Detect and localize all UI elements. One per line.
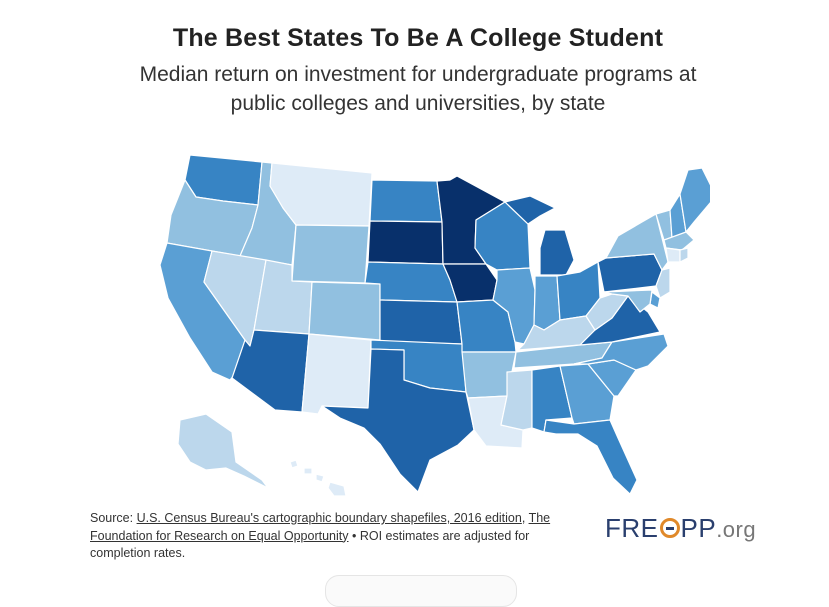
chart-title: The Best States To Be A College Student [172, 24, 664, 52]
logo-text-org: .org [716, 517, 757, 542]
state-NJ[interactable] [655, 267, 671, 299]
source-roi-note: • ROI estimates are adjusted for complet… [90, 528, 530, 561]
state-ME[interactable] [679, 167, 710, 233]
source-link-freopp[interactable]: The Foundation for Research on Equal Opp… [90, 511, 551, 543]
us-choropleth-map [159, 154, 710, 497]
subtitle-line-2: public colleges and universities, by sta… [230, 92, 606, 115]
freopp-logo[interactable]: FRE PP.org [605, 513, 756, 544]
logo-text-fre: FRE [605, 513, 659, 543]
state-IL[interactable] [492, 267, 536, 345]
state-MD[interactable] [603, 289, 653, 313]
state-AK[interactable] [177, 413, 269, 489]
subtitle-line-1: Median return on investment for undergra… [139, 63, 697, 86]
bottom-tab[interactable] [325, 575, 517, 607]
state-CO[interactable] [308, 281, 381, 341]
source-link-census[interactable]: U.S. Census Bureau's cartographic bounda… [136, 511, 522, 525]
logo-o-icon [659, 518, 680, 538]
state-NC[interactable] [573, 333, 669, 371]
logo-text-pp: PP [680, 513, 717, 543]
state-NM[interactable] [301, 333, 372, 415]
state-RI[interactable] [679, 247, 689, 263]
state-CT[interactable] [665, 247, 681, 263]
state-FL[interactable] [543, 419, 638, 495]
state-SD[interactable] [367, 220, 444, 265]
state-HI[interactable] [289, 459, 347, 497]
state-ND[interactable] [369, 179, 443, 223]
state-KS[interactable] [379, 299, 463, 345]
chart-subtitle: Median return on investment for undergra… [0, 60, 829, 118]
state-WY[interactable] [291, 224, 370, 284]
source-prefix: Source: [90, 511, 137, 525]
state-NY[interactable] [605, 213, 669, 271]
state-MA[interactable] [663, 231, 695, 251]
source-separator: , [521, 511, 529, 525]
source-note: Source: U.S. Census Bureau's cartographi… [90, 510, 570, 563]
state-PA[interactable] [597, 253, 663, 293]
state-TX[interactable] [321, 348, 475, 493]
